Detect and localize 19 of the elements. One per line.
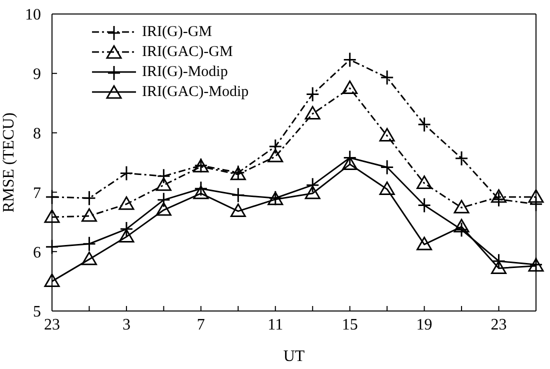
x-axis-title: UT bbox=[283, 348, 305, 365]
legend-label: IRI(G)-Modip bbox=[142, 63, 228, 82]
y-tick-label: 8 bbox=[33, 125, 41, 142]
y-axis-title: RMSE (TECU) bbox=[0, 112, 18, 212]
x-tick-label: 15 bbox=[342, 316, 358, 334]
y-tick-label: 9 bbox=[33, 66, 41, 84]
y-tick-label: 7 bbox=[33, 184, 41, 202]
legend-label: IRI(GAC)-GM bbox=[142, 43, 233, 62]
legend-label: IRI(G)-GM bbox=[142, 23, 212, 42]
x-tick-label: 11 bbox=[268, 316, 284, 334]
legend-label: IRI(GAC)-Modip bbox=[142, 83, 249, 102]
x-tick-label: 19 bbox=[416, 316, 432, 334]
x-tick-label: 7 bbox=[196, 316, 205, 334]
y-tick-label: 10 bbox=[25, 6, 41, 24]
x-tick-label: 3 bbox=[122, 316, 130, 334]
y-tick-label: 5 bbox=[33, 304, 41, 321]
x-tick-label: 23 bbox=[44, 316, 60, 334]
y-tick-label: 6 bbox=[33, 244, 41, 262]
x-tick-label: 23 bbox=[490, 316, 507, 334]
